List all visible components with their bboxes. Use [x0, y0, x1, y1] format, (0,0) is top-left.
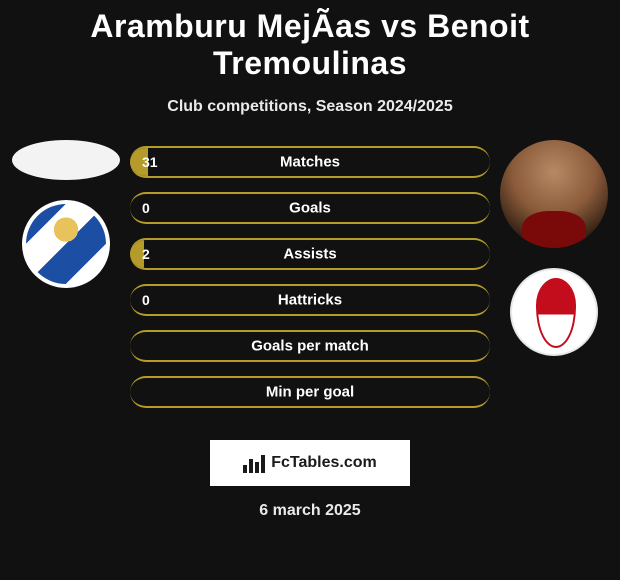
stat-label: Goals per match	[251, 338, 369, 355]
stat-label: Min per goal	[266, 384, 354, 401]
stat-label: Assists	[283, 246, 336, 263]
stat-row-goals-per-match: Goals per match	[130, 330, 490, 362]
fctables-label: FcTables.com	[271, 454, 377, 472]
left-player-column	[6, 140, 126, 288]
stat-row-min-per-goal: Min per goal	[130, 376, 490, 408]
stat-label: Goals	[289, 200, 331, 217]
club-badge-left	[22, 200, 110, 288]
stat-value-left: 2	[142, 246, 150, 262]
stat-row-goals: 0 Goals	[130, 192, 490, 224]
stat-value-left: 0	[142, 292, 150, 308]
stat-row-hattricks: 0 Hattricks	[130, 284, 490, 316]
stat-row-assists: 2 Assists	[130, 238, 490, 270]
subtitle: Club competitions, Season 2024/2025	[0, 98, 620, 116]
player-avatar-right	[500, 140, 608, 248]
club-badge-right	[510, 268, 598, 356]
page-title: Aramburu MejÃ­as vs Benoit Tremoulinas	[0, 0, 620, 82]
stats-area: 31 Matches 0 Goals 2 Assists 0 Hattricks Goals p…	[0, 146, 620, 426]
stat-label: Matches	[280, 154, 340, 171]
player-avatar-left	[12, 140, 120, 180]
stat-label: Hattricks	[278, 292, 342, 309]
stat-value-left: 0	[142, 200, 150, 216]
fctables-logo-box: FcTables.com	[210, 440, 410, 486]
stat-row-matches: 31 Matches	[130, 146, 490, 178]
stat-bars: 31 Matches 0 Goals 2 Assists 0 Hattricks Goals p…	[130, 146, 490, 422]
stat-value-left: 31	[142, 154, 158, 170]
right-player-column	[494, 140, 614, 356]
bars-icon	[243, 453, 265, 473]
date-line: 6 march 2025	[0, 502, 620, 520]
